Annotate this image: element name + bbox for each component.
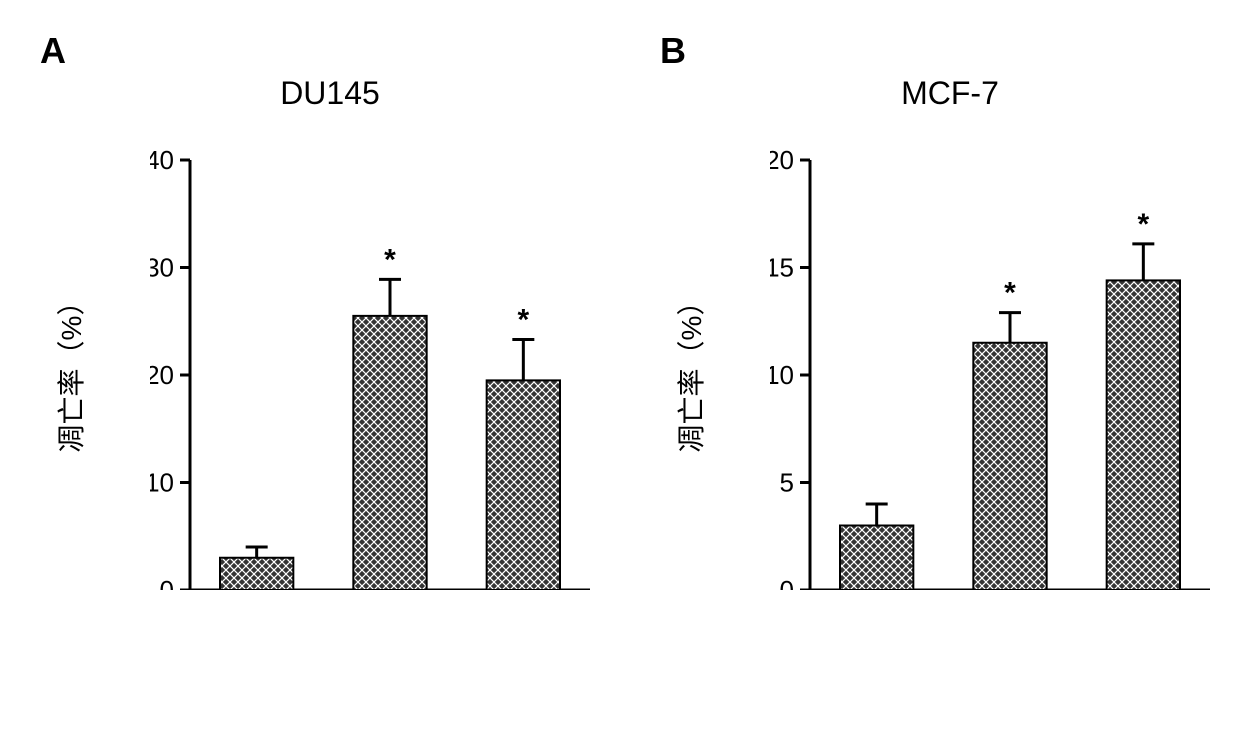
sig-marker: * bbox=[1137, 208, 1149, 241]
chart-title: DU145 bbox=[20, 75, 640, 112]
panel-b: BMCF-7凋亡率（%）05101520PBS*HW-145*HW-314 bbox=[640, 20, 1240, 715]
bar-HW-314 bbox=[1107, 280, 1180, 590]
sig-marker: * bbox=[1004, 277, 1016, 310]
bar-HW-145 bbox=[353, 316, 426, 590]
sig-marker: * bbox=[384, 243, 396, 276]
y-tick-label: 0 bbox=[160, 575, 174, 590]
panel-label: A bbox=[40, 30, 66, 72]
y-tick-label: 10 bbox=[150, 468, 174, 498]
bar-PBS bbox=[840, 526, 913, 591]
y-axis-label: 凋亡率（%） bbox=[50, 288, 90, 453]
panel-a: ADU145凋亡率（%）010203040PBS*HW-145*HW-314 bbox=[20, 20, 640, 715]
bar-HW-314 bbox=[487, 380, 560, 590]
bar-chart: 010203040PBS*HW-145*HW-314 bbox=[150, 150, 590, 590]
y-tick-label: 0 bbox=[780, 575, 794, 590]
y-tick-label: 10 bbox=[770, 360, 794, 390]
y-tick-label: 40 bbox=[150, 150, 174, 175]
chart-title: MCF-7 bbox=[640, 75, 1240, 112]
bar-chart: 05101520PBS*HW-145*HW-314 bbox=[770, 150, 1210, 590]
y-tick-label: 20 bbox=[150, 360, 174, 390]
y-axis-label: 凋亡率（%） bbox=[670, 288, 710, 453]
y-tick-label: 30 bbox=[150, 253, 174, 283]
sig-marker: * bbox=[517, 304, 529, 337]
bar-PBS bbox=[220, 558, 293, 590]
figure-row: ADU145凋亡率（%）010203040PBS*HW-145*HW-314BM… bbox=[20, 20, 1240, 715]
y-tick-label: 20 bbox=[770, 150, 794, 175]
panel-label: B bbox=[660, 30, 686, 72]
y-tick-label: 5 bbox=[780, 468, 794, 498]
y-tick-label: 15 bbox=[770, 253, 794, 283]
bar-HW-145 bbox=[973, 343, 1046, 590]
